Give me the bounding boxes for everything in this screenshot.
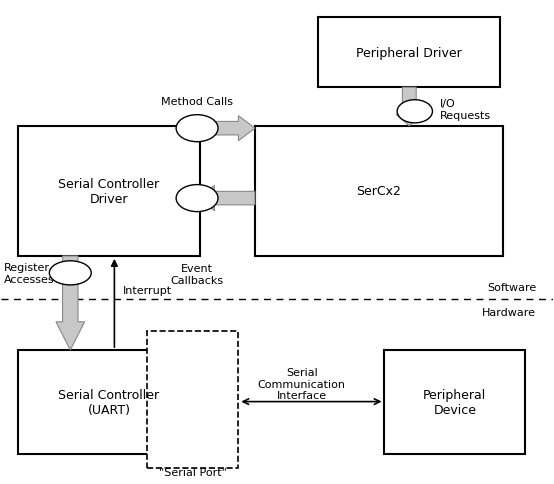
Text: Serial
Communication
Interface: Serial Communication Interface (258, 367, 346, 401)
Text: "Serial Port": "Serial Port" (160, 467, 227, 477)
Text: Peripheral Driver: Peripheral Driver (356, 46, 462, 60)
Text: Interrupt: Interrupt (122, 285, 172, 295)
Text: Hardware: Hardware (482, 307, 536, 317)
FancyBboxPatch shape (18, 126, 200, 257)
Text: Peripheral
Device: Peripheral Device (423, 388, 486, 416)
Text: SerCx2: SerCx2 (357, 185, 402, 198)
FancyBboxPatch shape (384, 350, 525, 454)
FancyBboxPatch shape (18, 350, 200, 454)
Text: Serial Controller
Driver: Serial Controller Driver (58, 178, 160, 205)
FancyBboxPatch shape (319, 18, 500, 88)
Ellipse shape (176, 185, 218, 212)
Ellipse shape (49, 261, 91, 285)
Ellipse shape (176, 116, 218, 142)
FancyArrow shape (200, 116, 255, 141)
FancyArrow shape (197, 186, 255, 211)
Text: Register
Accesses: Register Accesses (4, 262, 55, 284)
Ellipse shape (397, 101, 433, 123)
FancyArrow shape (56, 257, 85, 350)
Text: I/O
Requests: I/O Requests (440, 99, 491, 121)
FancyBboxPatch shape (147, 331, 238, 468)
FancyArrow shape (396, 88, 423, 126)
Text: Method Calls: Method Calls (161, 97, 233, 107)
Text: Event
Callbacks: Event Callbacks (171, 264, 224, 285)
Text: Software: Software (487, 283, 536, 292)
FancyBboxPatch shape (255, 126, 503, 257)
Text: Serial Controller
(UART): Serial Controller (UART) (58, 388, 160, 416)
